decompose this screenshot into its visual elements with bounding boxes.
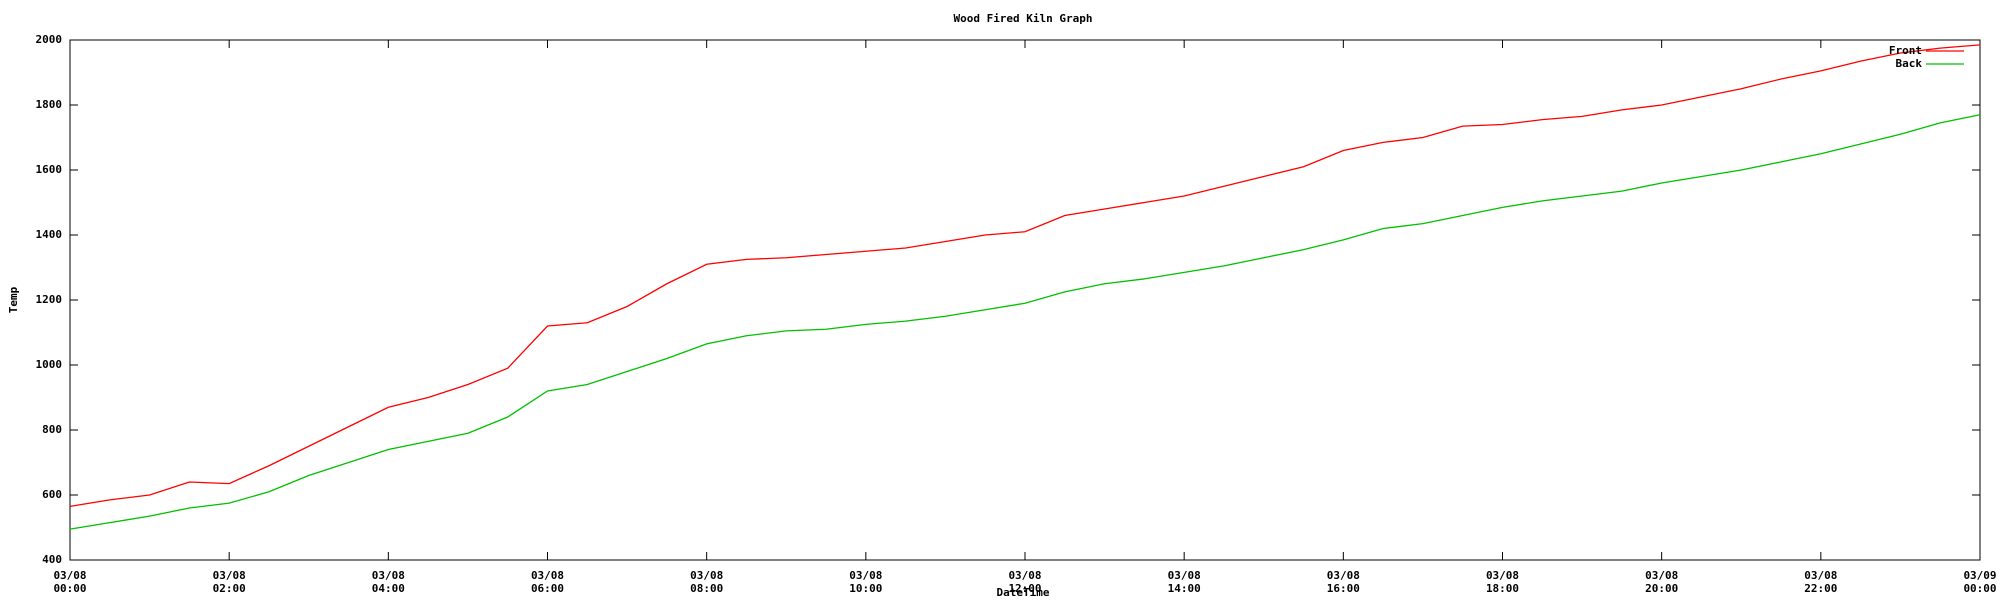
legend-label: Front xyxy=(1889,44,1922,57)
x-tick-label: 03/09 00:00 xyxy=(1963,569,1996,595)
y-tick-label: 1200 xyxy=(36,293,63,306)
chart-title: Wood Fired Kiln Graph xyxy=(953,12,1092,25)
x-tick-label: 03/08 22:00 xyxy=(1804,569,1837,595)
x-axis-label: DateTime xyxy=(997,586,1050,599)
y-tick-label: 600 xyxy=(42,488,62,501)
data-line xyxy=(69,114,1981,530)
y-tick-label: 1600 xyxy=(36,163,63,176)
x-tick-label: 03/08 18:00 xyxy=(1486,569,1519,595)
plot-border xyxy=(69,39,1981,561)
y-tick-label: 1000 xyxy=(36,358,63,371)
x-tick-label: 03/08 06:00 xyxy=(531,569,564,595)
y-tick-label: 2000 xyxy=(36,33,63,46)
x-tick-label: 03/08 16:00 xyxy=(1327,569,1360,595)
y-tick-label: 1800 xyxy=(36,98,63,111)
x-tick-label: 03/08 20:00 xyxy=(1645,569,1678,595)
x-tick-label: 03/08 12:00 xyxy=(1008,569,1041,595)
y-axis-label: Temp xyxy=(7,286,20,313)
x-tick-label: 03/08 00:00 xyxy=(53,569,86,595)
x-tick-label: 03/08 14:00 xyxy=(1168,569,1201,595)
data-line xyxy=(69,44,1981,508)
legend-label: Back xyxy=(1896,57,1923,70)
y-tick-label: 1400 xyxy=(36,228,63,241)
x-tick-label: 03/08 02:00 xyxy=(213,569,246,595)
y-tick-label: 800 xyxy=(42,423,62,436)
x-tick-label: 03/08 04:00 xyxy=(372,569,405,595)
x-tick-label: 03/08 10:00 xyxy=(849,569,882,595)
y-tick-label: 400 xyxy=(42,553,62,566)
x-tick-label: 03/08 08:00 xyxy=(690,569,723,595)
